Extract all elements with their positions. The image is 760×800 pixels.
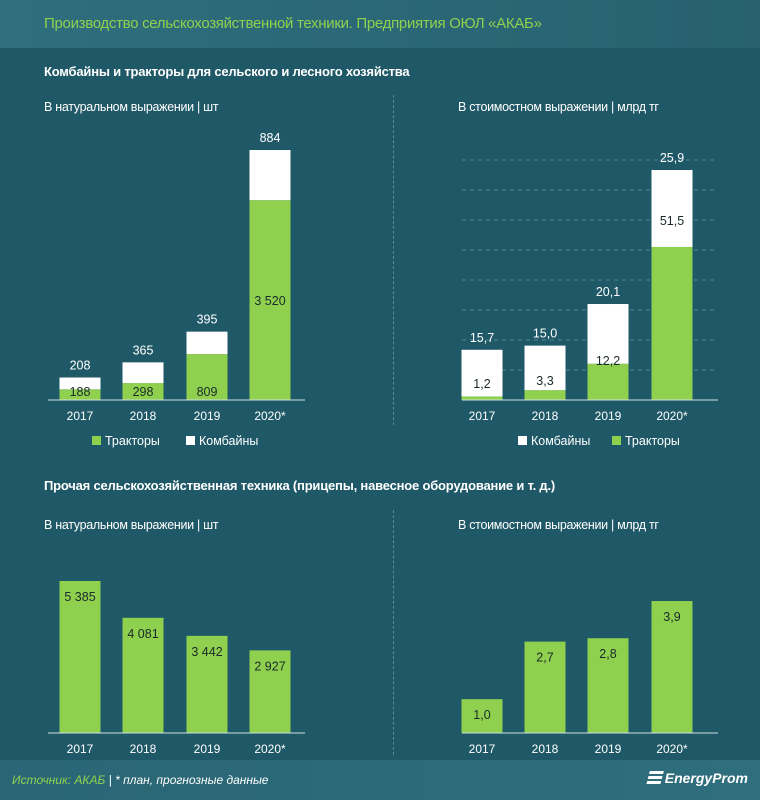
combines-label: 15,7 — [470, 331, 494, 345]
bar-2019-Тракторы — [587, 363, 629, 400]
legend-label: Комбайны — [199, 434, 258, 448]
bar-2020*-Тракторы — [651, 246, 693, 400]
x-tick-label: 2017 — [469, 742, 496, 756]
title: Производство сельскохозяйственной техник… — [44, 15, 542, 32]
combines-label: 20,1 — [596, 285, 620, 299]
value-label: 2,7 — [536, 651, 553, 665]
bar-2020*-Комбайны — [651, 170, 693, 247]
tractors-label: 298 — [133, 385, 154, 399]
legend-label: Комбайны — [531, 434, 590, 448]
x-tick-label: 2018 — [532, 742, 559, 756]
legend-label: Тракторы — [625, 434, 680, 448]
logo-icon — [645, 771, 664, 785]
x-tick-label: 2019 — [194, 742, 221, 756]
value-label: 3,9 — [663, 610, 680, 624]
combines-label: 365 — [133, 343, 154, 357]
tractors-label: 809 — [197, 385, 218, 399]
divider — [393, 95, 394, 425]
tractors-label: 3 520 — [254, 294, 285, 308]
bar-2020*-value — [651, 601, 693, 733]
bar-2018-Тракторы — [122, 383, 164, 400]
legend-swatch-Комбайны — [518, 436, 527, 445]
combines-label: 395 — [197, 313, 218, 327]
bar-2018-value — [524, 641, 566, 733]
combines-label: 208 — [70, 359, 91, 373]
tractors-label: 51,5 — [660, 214, 684, 228]
footnote: * план, прогнозные данные — [115, 773, 269, 787]
source: Источник: АКАБ | * план, прогнозные данн… — [12, 773, 269, 787]
bar-2019-Комбайны — [587, 304, 629, 364]
subtitle-value-2: В стоимостном выражении | млрд тг — [458, 518, 659, 532]
header: Производство сельскохозяйственной техник… — [0, 0, 760, 48]
subtitle-units-2: В натуральном выражении | шт — [44, 518, 219, 532]
bar-2019-Комбайны — [186, 331, 228, 355]
tractors-label: 12,2 — [596, 354, 620, 368]
x-tick-label: 2020* — [656, 742, 688, 756]
x-tick-label: 2017 — [67, 409, 94, 423]
bar-2018-value — [122, 617, 164, 733]
value-label: 5 385 — [64, 590, 95, 604]
bar-2017-Тракторы — [461, 396, 503, 400]
source-text: Источник: АКАБ — [12, 773, 106, 787]
bar-2020*-Комбайны — [249, 150, 291, 201]
combines-label: 15,0 — [533, 327, 557, 341]
x-tick-label: 2017 — [469, 409, 496, 423]
section-title-combines-tractors: Комбайны и тракторы для сельского и лесн… — [44, 64, 410, 79]
legend-swatch-Тракторы — [92, 436, 101, 445]
footer: Источник: АКАБ | * план, прогнозные данн… — [0, 760, 760, 800]
section-title-other: Прочая сельскохозяйственная техника (при… — [44, 478, 556, 493]
legend-label: Тракторы — [105, 434, 160, 448]
combines-label: 884 — [260, 131, 281, 145]
bar-2019-value — [186, 635, 228, 733]
bar-2019-value — [587, 638, 629, 733]
bar-2018-Комбайны — [524, 345, 566, 391]
x-tick-label: 2018 — [532, 409, 559, 423]
bar-2020*-value — [249, 650, 291, 733]
value-label: 3 442 — [191, 645, 222, 659]
tractors-label: 3,3 — [536, 374, 553, 388]
value-label: 1,0 — [473, 708, 490, 722]
x-tick-label: 2020* — [254, 742, 286, 756]
divider-2 — [393, 510, 394, 755]
tractors-label: 1,2 — [473, 377, 490, 391]
value-label: 4 081 — [127, 627, 158, 641]
legend-swatch-Комбайны — [186, 436, 195, 445]
subtitle-units: В натуральном выражении | шт — [44, 100, 219, 114]
combines-label: 25,9 — [660, 151, 684, 165]
subtitle-value: В стоимостном выражении | млрд тг — [458, 100, 659, 114]
bar-2017-Комбайны — [59, 377, 101, 390]
bar-2018-Тракторы — [524, 390, 566, 400]
x-tick-label: 2017 — [67, 742, 94, 756]
bar-2017-value — [59, 581, 101, 733]
energyprom-logo: EnergyProm — [645, 770, 748, 786]
x-tick-label: 2019 — [194, 409, 221, 423]
tractors-label: 188 — [70, 385, 91, 399]
legend-swatch-Тракторы — [612, 436, 621, 445]
value-label: 2,8 — [599, 647, 616, 661]
x-tick-label: 2018 — [130, 409, 157, 423]
value-label: 2 927 — [254, 659, 285, 673]
bar-2020*-Тракторы — [249, 200, 291, 400]
x-tick-label: 2020* — [656, 409, 688, 423]
x-tick-label: 2019 — [595, 409, 622, 423]
x-tick-label: 2019 — [595, 742, 622, 756]
bar-2019-Тракторы — [186, 354, 228, 400]
x-tick-label: 2020* — [254, 409, 286, 423]
bar-2018-Комбайны — [122, 362, 164, 384]
bar-2017-Тракторы — [59, 389, 101, 400]
x-tick-label: 2018 — [130, 742, 157, 756]
bar-2017-Комбайны — [461, 349, 503, 397]
bar-2017-value — [461, 699, 503, 733]
